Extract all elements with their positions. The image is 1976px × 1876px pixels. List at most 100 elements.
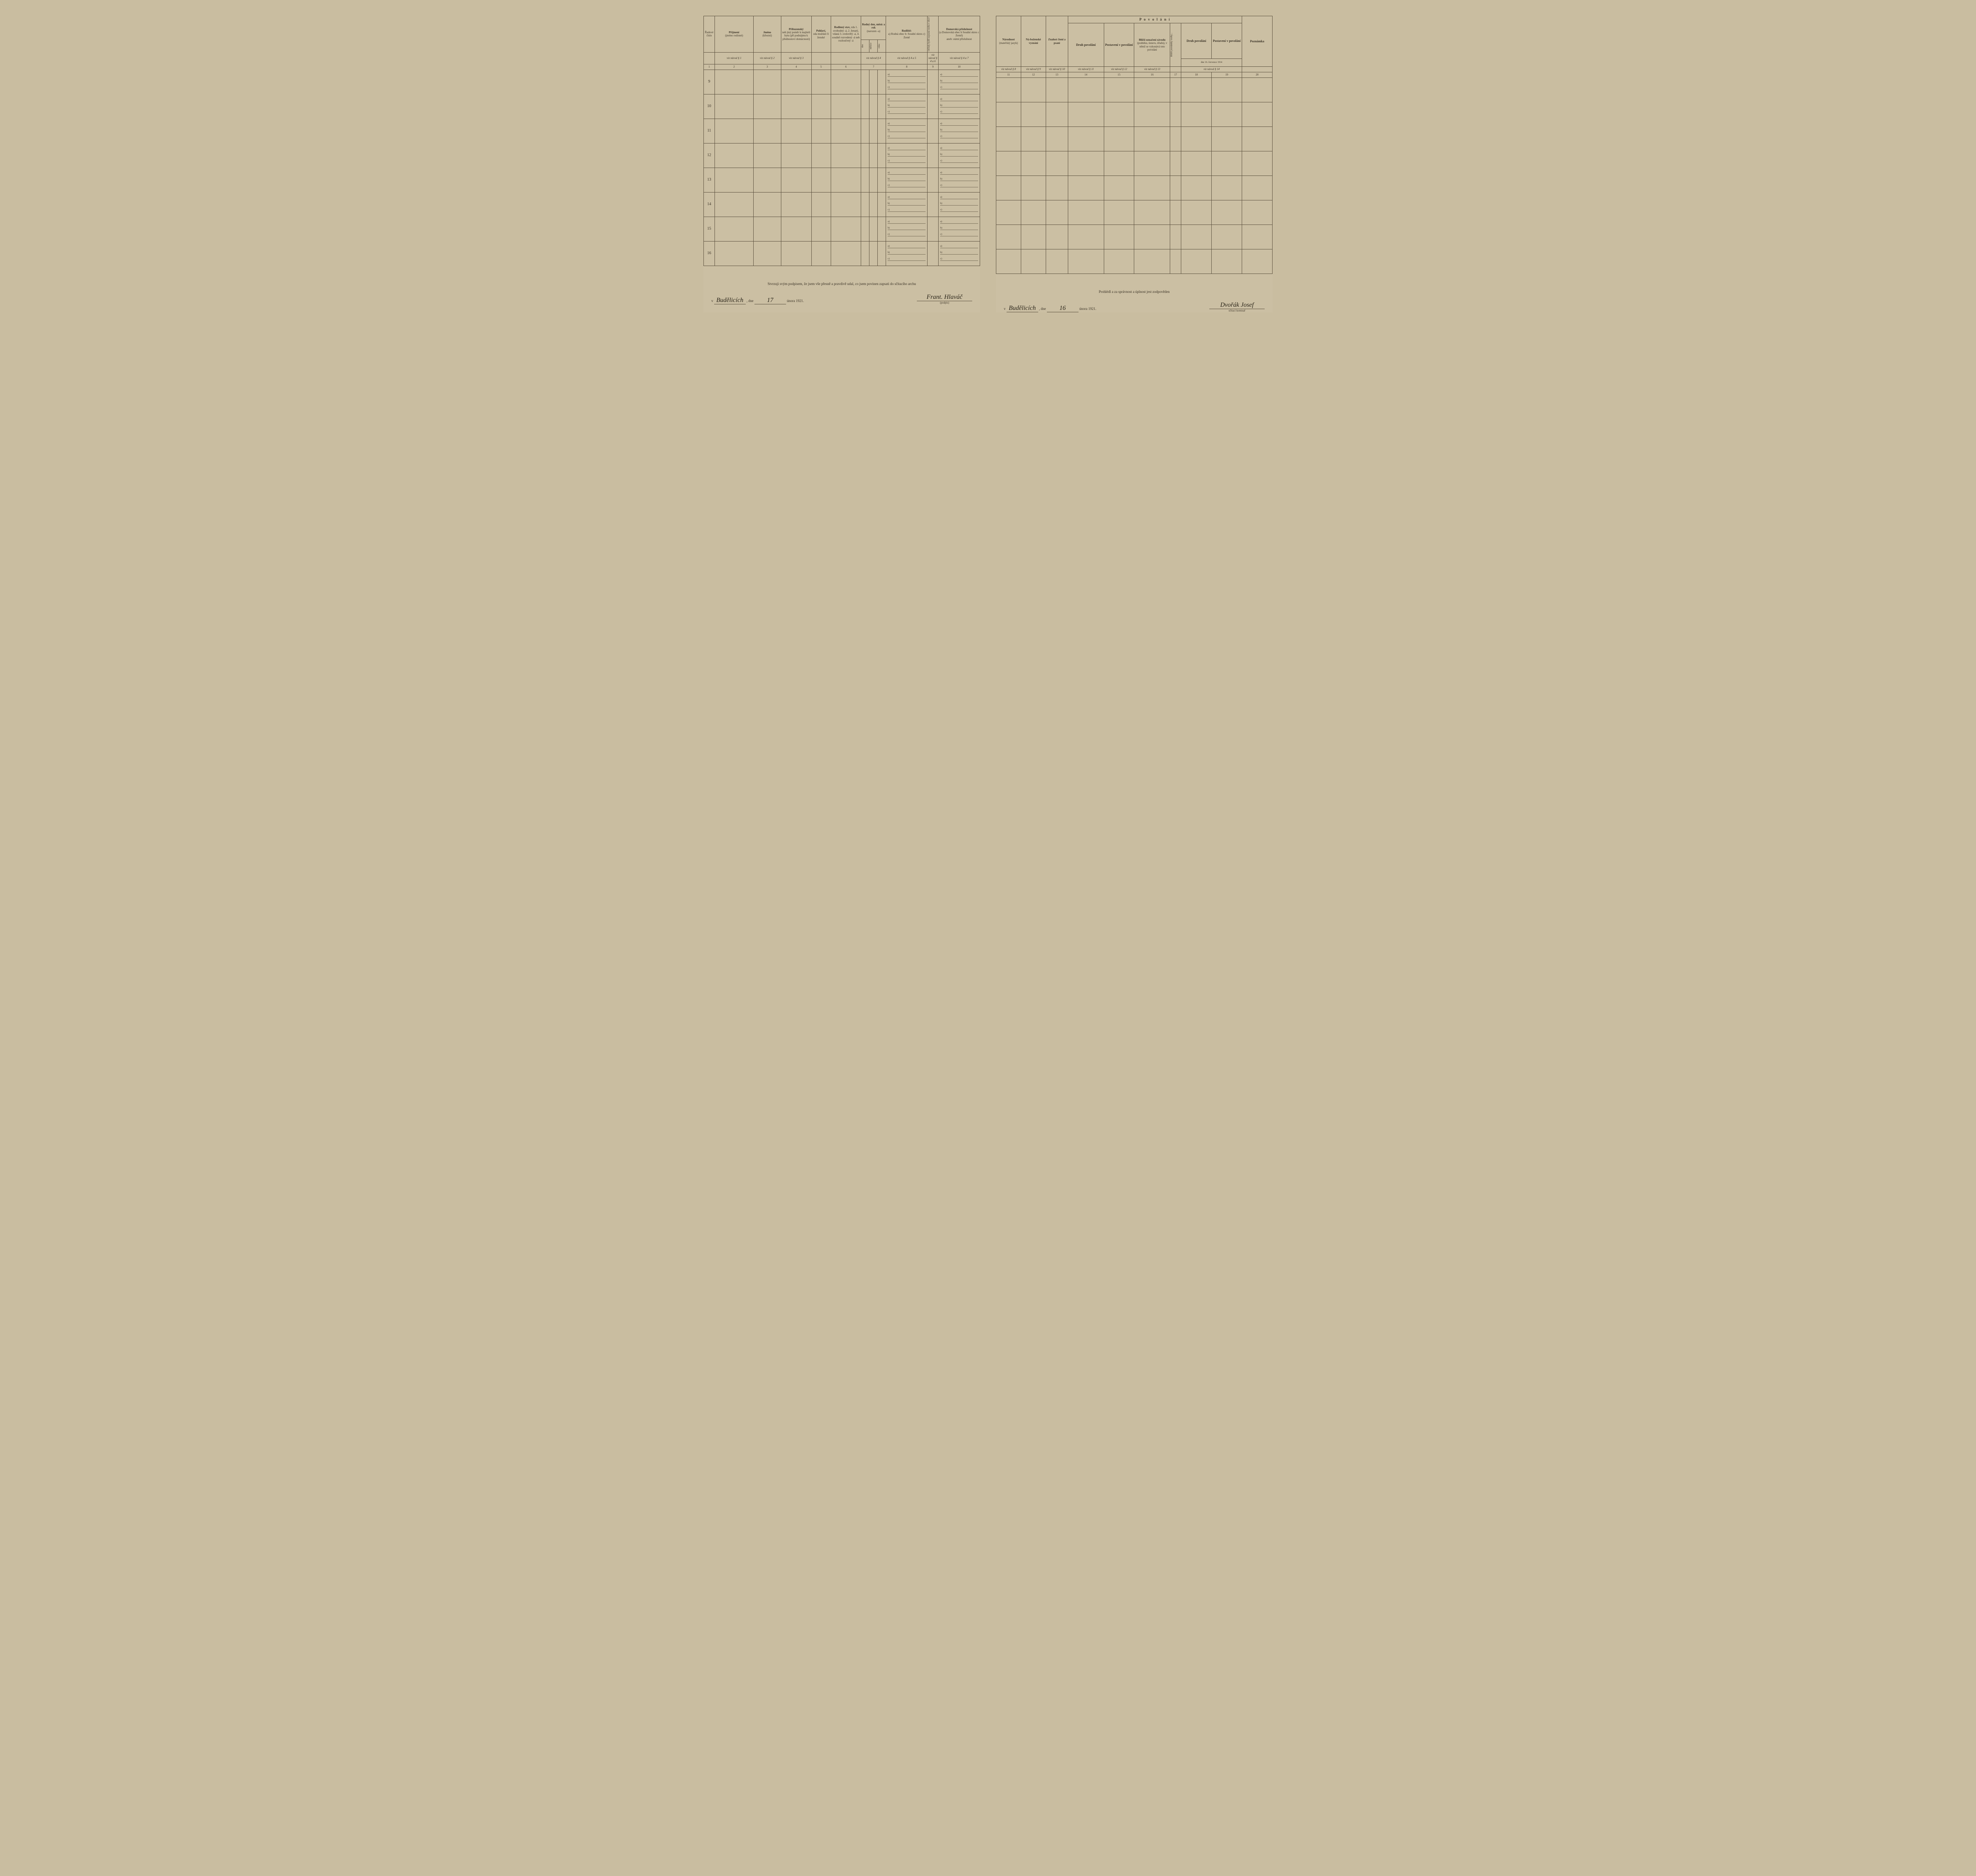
cn-5: 5 — [811, 64, 831, 70]
cell — [861, 217, 869, 241]
cell — [831, 94, 861, 119]
row-number: 11 — [704, 119, 715, 143]
ref-2: viz návod § 1 — [715, 52, 753, 64]
ref-15: viz návod § 12 — [1104, 67, 1134, 72]
cell — [878, 217, 886, 241]
h-c14: Druh povolání — [1068, 23, 1104, 67]
cell — [1021, 151, 1046, 176]
cell — [781, 241, 811, 266]
h-c17: Bližší poznámky osoby... — [1170, 23, 1181, 67]
cell — [1046, 176, 1068, 200]
cell — [1170, 200, 1181, 225]
cell — [861, 241, 869, 266]
cn-10: 10 — [939, 64, 980, 70]
cell-rodiste: a)b)c) — [886, 94, 928, 119]
cell-rodiste: a)b)c) — [886, 70, 928, 94]
cell — [869, 241, 878, 266]
cell — [715, 241, 753, 266]
cell — [1104, 249, 1134, 274]
cell — [831, 168, 861, 192]
cell — [753, 119, 781, 143]
cell — [831, 143, 861, 168]
cell — [1021, 200, 1046, 225]
cell — [1212, 78, 1242, 102]
cell-rodiste: a)b)c) — [886, 192, 928, 217]
cell-domovska: a)b)c) — [939, 143, 980, 168]
h-c7a: den — [861, 40, 869, 53]
h-c13: Znalost čtení a psaní — [1046, 16, 1068, 67]
cn-17: 17 — [1170, 72, 1181, 78]
table-row: 13a)b)c)a)b)c) — [704, 168, 980, 192]
cell — [1212, 176, 1242, 200]
cell — [811, 119, 831, 143]
cn-3: 3 — [753, 64, 781, 70]
cell — [753, 241, 781, 266]
cn-8: 8 — [886, 64, 928, 70]
signature-block-right: Dvořák Josef sčítací komisař — [1209, 302, 1265, 312]
cell-domovska: a)b)c) — [939, 168, 980, 192]
row-number: 16 — [704, 241, 715, 266]
cell — [1068, 176, 1104, 200]
cell — [878, 119, 886, 143]
h-c7: Rodný den, měsíc a rok(narozen -a) — [861, 16, 886, 40]
h-date1914: dne 16. července 1914 — [1181, 59, 1242, 67]
cell — [1068, 102, 1104, 127]
h-c2: Příjmení(jméno rodinné) — [715, 16, 753, 53]
ref-7: viz návod § 4 — [861, 52, 886, 64]
attest-text: Stvrzuji svým podpisem, že jsem vše přes… — [711, 282, 972, 286]
cell — [811, 168, 831, 192]
cell — [715, 94, 753, 119]
cell — [715, 168, 753, 192]
table-row: 11a)b)c)a)b)c) — [704, 119, 980, 143]
h-c1: Řadové číslo — [704, 16, 715, 53]
ref-10: viz návod § 4 a 7 — [939, 52, 980, 64]
right-page: Národnost(mateřský jazyk) Ná-boženské vy… — [996, 16, 1273, 312]
cell — [928, 192, 939, 217]
cell — [781, 94, 811, 119]
cell — [1170, 176, 1181, 200]
cell — [715, 70, 753, 94]
h-povolani: P o v o l á n í — [1068, 16, 1242, 23]
table-row: 12a)b)c)a)b)c) — [704, 143, 980, 168]
ref-14: viz návod § 11 — [1068, 67, 1104, 72]
cell — [1021, 102, 1046, 127]
cell — [1046, 127, 1068, 151]
census-table-left: Řadové číslo Příjmení(jméno rodinné) Jmé… — [703, 16, 980, 266]
cell — [1181, 200, 1212, 225]
attest-text-right: Prohlédl a za správnost a úplnost jest z… — [1004, 290, 1265, 294]
row-number: 13 — [704, 168, 715, 192]
h-c16: Bližší označení závodu (podniku, ústavu,… — [1134, 23, 1170, 67]
cell — [1104, 102, 1134, 127]
h-c5: Pohlaví,zda mužské či ženské — [811, 16, 831, 53]
h-c9: Od kdy bydlí zapsaná osoba v obci? — [928, 16, 939, 53]
cn-12: 12 — [1021, 72, 1046, 78]
ref-16: viz návod § 13 — [1134, 67, 1170, 72]
cell — [1242, 127, 1273, 151]
h-c4: Příbuzenskýneb jiný poměr k majiteli byt… — [781, 16, 811, 53]
cell — [869, 70, 878, 94]
h-c6: Rodinný stav, zda 1. svobodný -á, 2. žen… — [831, 16, 861, 53]
ref-3: viz návod § 2 — [753, 52, 781, 64]
ref-18: viz návod § 14 — [1181, 67, 1242, 72]
cn-4: 4 — [781, 64, 811, 70]
row-number: 14 — [704, 192, 715, 217]
cell — [1212, 102, 1242, 127]
cell — [1046, 102, 1068, 127]
cell — [1170, 151, 1181, 176]
cell — [878, 70, 886, 94]
cell — [715, 192, 753, 217]
census-table-right: Národnost(mateřský jazyk) Ná-boženské vy… — [996, 16, 1273, 274]
cell — [1134, 102, 1170, 127]
cell — [1046, 225, 1068, 249]
cell — [1104, 176, 1134, 200]
cell — [878, 168, 886, 192]
cell-rodiste: a)b)c) — [886, 241, 928, 266]
cell — [861, 143, 869, 168]
cell — [831, 241, 861, 266]
cell — [831, 70, 861, 94]
cell — [1170, 225, 1181, 249]
cell — [1104, 127, 1134, 151]
cn-2: 2 — [715, 64, 753, 70]
cell — [1242, 151, 1273, 176]
ref-9: viz návod § 4 a 6 — [928, 52, 939, 64]
